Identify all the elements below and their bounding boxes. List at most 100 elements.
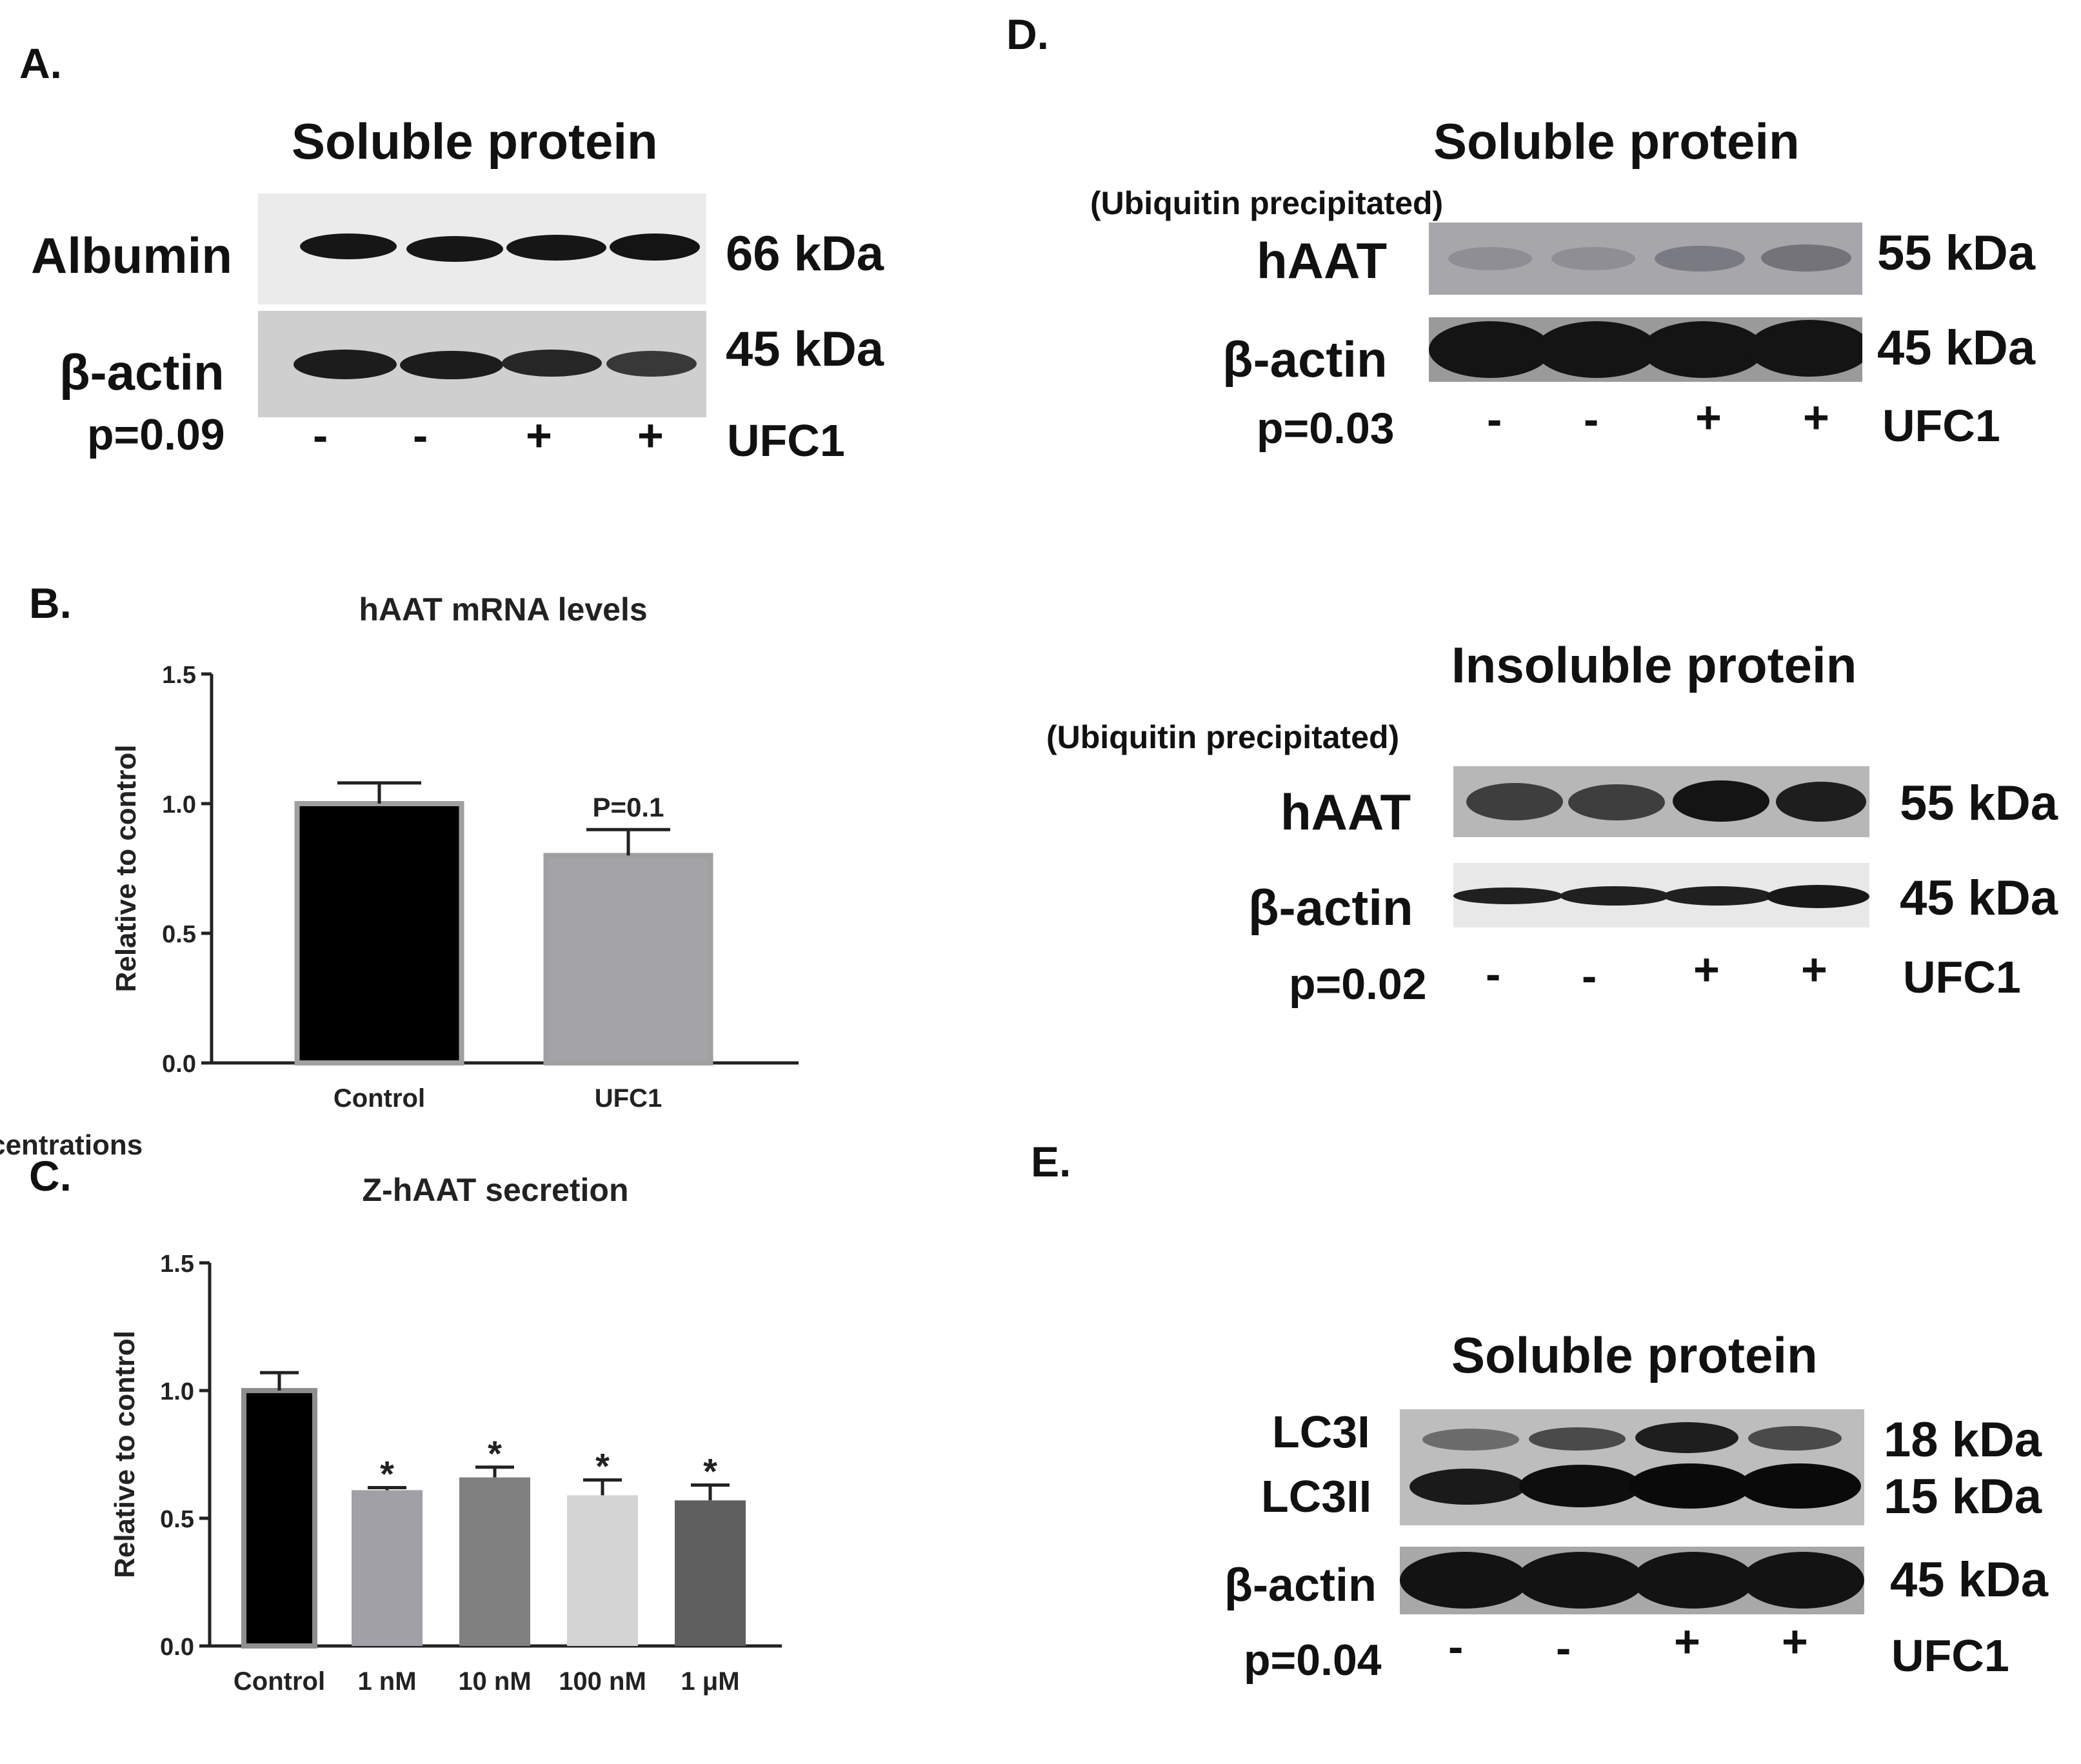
panel-d-top-subtitle: (Ubiquitin precipitated) [1090, 185, 1444, 221]
panel-d-top-lane-3: + [1695, 392, 1722, 442]
panel-e-p-value: p=0.04 [1244, 1636, 1382, 1685]
band [1519, 1465, 1642, 1507]
panel-e-lane-2: - [1556, 1623, 1571, 1673]
panel-b-letter: B. [29, 579, 72, 627]
band [1776, 782, 1866, 822]
panel-e-treatment: UFC1 [1891, 1630, 2009, 1681]
band [1551, 247, 1635, 270]
band [1568, 784, 1665, 820]
panel-a-letter: A. [19, 39, 62, 87]
chart-c-y-tick-label: 0.0 [160, 1634, 194, 1661]
band [1400, 1552, 1529, 1609]
panel-e-kda-lc3ii: 15 kDa [1884, 1469, 2042, 1524]
panel-a-lane-3: + [526, 410, 552, 461]
chart-b-category-label: Control [334, 1084, 425, 1113]
band [300, 233, 397, 259]
panel-d-letter: D. [1006, 10, 1049, 58]
band [1766, 885, 1869, 908]
band [1635, 1422, 1738, 1453]
panel-d-top-treatment: UFC1 [1882, 401, 2000, 451]
chart-b-category-label: UFC1 [595, 1084, 662, 1113]
chart-c-category-label: 100 nM [559, 1667, 646, 1696]
panel-a-label-actin: β-actin [59, 344, 224, 401]
chart-c-bar [675, 1500, 746, 1646]
chart-c: Z-hAAT secretion 0.0 0.5 1.0 1.5 Relative to … [0, 1129, 782, 1696]
panel-d-bottom-subtitle: (Ubiquitin precipitated) [1046, 719, 1400, 755]
chart-c-bar [352, 1490, 423, 1646]
band [1422, 1429, 1519, 1451]
chart-c-bar [459, 1477, 530, 1646]
band [1738, 1463, 1861, 1509]
panel-d-bottom-haat-blot [1453, 766, 1869, 837]
band [1761, 244, 1851, 272]
band [1529, 1427, 1626, 1451]
panel-a-kda-albumin: 66 kDa [726, 226, 884, 281]
band [1453, 887, 1563, 904]
panel-a-title: Soluble protein [292, 113, 658, 170]
panel-d-top-label-haat: hAAT [1257, 232, 1388, 289]
panel-a-p-value: p=0.09 [87, 410, 225, 459]
panel-a-lane-4: + [637, 410, 664, 461]
panel-e-lane-1: - [1448, 1621, 1464, 1672]
band [294, 350, 397, 379]
panel-d-bottom-lane-1: - [1486, 949, 1501, 999]
panel-a-treatment: UFC1 [727, 415, 845, 466]
chart-c-title: Z-hAAT secretion [363, 1172, 629, 1208]
panel-d-top-actin-blot [1429, 317, 1862, 382]
chart-c-category-label: 1 μM [681, 1667, 739, 1696]
chart-c-annotation: * [595, 1446, 610, 1487]
chart-c-annotation: * [703, 1451, 717, 1492]
panel-a-lane-1: - [313, 410, 328, 461]
panel-a-kda-actin: 45 kDa [726, 322, 884, 377]
chart-c-category-label: Control [234, 1667, 325, 1696]
panel-a-albumin-blot [258, 193, 706, 304]
panel-d-top-haat-blot [1429, 223, 1862, 295]
panel-e-letter: E. [1031, 1138, 1071, 1185]
panel-e-label-lc3i: LC3I [1272, 1407, 1370, 1457]
chart-b-title: hAAT mRNA levels [359, 591, 647, 628]
band [400, 351, 503, 379]
panel-d-bottom-treatment: UFC1 [1903, 952, 2021, 1002]
chart-c-annotation: * [380, 1453, 394, 1494]
panel-d-top-lane-1: - [1487, 394, 1502, 444]
panel-e-lc3-blot [1400, 1409, 1864, 1525]
panel-d-bottom-kda-actin: 45 kDa [1900, 871, 2058, 926]
chart-c-y-label: Relative to control [109, 1331, 141, 1578]
panel-d-top-title: Soluble protein [1433, 113, 1800, 170]
panel-e-label-lc3ii: LC3II [1261, 1471, 1372, 1521]
panel-d-bottom-lane-2: - [1582, 951, 1597, 1001]
panel-a-lane-2: - [413, 410, 428, 461]
band [1535, 321, 1658, 378]
panel-d-top-lane-2: - [1584, 394, 1599, 444]
band [506, 235, 606, 261]
panel-e-lane-3: + [1674, 1616, 1700, 1667]
chart-b: hAAT mRNA levels 0.0 0.5 1.0 1.5 Relative to … [110, 591, 799, 1113]
band [1560, 886, 1669, 906]
chart-b-bar [543, 853, 713, 1065]
chart-b-y-label: Relative to control [110, 745, 142, 993]
chart-c-bar [241, 1388, 317, 1649]
band [1742, 1552, 1864, 1609]
panel-c-letter: C. [29, 1152, 72, 1200]
band [406, 236, 503, 262]
panel-d-bottom-p-value: p=0.02 [1289, 960, 1427, 1009]
chart-c-bar [567, 1495, 638, 1646]
band [1632, 1552, 1755, 1609]
panel-d-bottom-title: Insoluble protein [1451, 637, 1857, 693]
panel-a-label-albumin: Albumin [31, 227, 232, 284]
panel-a-actin-blot [258, 311, 706, 417]
chart-c-category-label: 1 nM [357, 1667, 416, 1696]
band [1673, 780, 1769, 822]
panel-d-bottom-actin-blot [1453, 863, 1869, 927]
chart-b-bar [294, 801, 464, 1065]
chart-c-y-tick-label: 1.0 [160, 1378, 194, 1405]
chart-c-y-tick-label: 0.5 [160, 1506, 194, 1533]
panel-d-top-p-value: p=0.03 [1257, 404, 1395, 453]
panel-e-kda-actin: 45 kDa [1890, 1552, 2049, 1607]
band [1642, 321, 1764, 378]
band [610, 233, 700, 261]
panel-d-top-kda-haat: 55 kDa [1877, 226, 2036, 281]
band [1516, 1552, 1645, 1609]
panel-e-actin-blot [1400, 1547, 1864, 1614]
panel-d-top-kda-actin: 45 kDa [1877, 321, 2036, 375]
